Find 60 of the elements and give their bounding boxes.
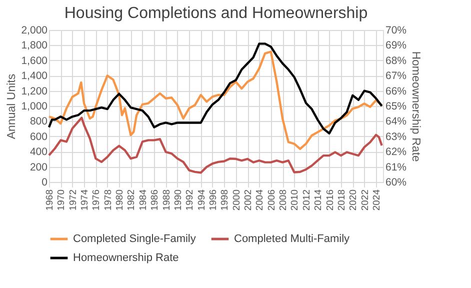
x-tick-label: 1994: [196, 190, 208, 211]
x-tick-label: 2008: [278, 190, 290, 211]
y2-tick-label: 68%: [386, 54, 407, 67]
y-tick-label: 0: [42, 176, 48, 188]
x-tick-label: 2024: [371, 190, 382, 211]
x-tick-label: 2022: [360, 190, 371, 211]
y2-axis-title: Homeownership Rate: [410, 51, 422, 162]
y-tick-label: 1,200: [21, 85, 48, 98]
y2-tick-label: 62%: [386, 146, 407, 158]
x-tick-label: 1972: [68, 190, 79, 211]
y2-tick-label: 65%: [386, 100, 407, 112]
legend-label: Completed Single-Family: [73, 233, 196, 245]
x-tick-label: 1970: [56, 190, 68, 211]
x-tick-label: 1984: [138, 190, 149, 211]
x-tick-label: 1978: [102, 190, 114, 211]
x-tick-label: 2010: [290, 190, 301, 211]
line-series: [48, 42, 383, 134]
x-tick-label: 2012: [301, 190, 312, 211]
x-tick-label: 2018: [336, 190, 348, 211]
x-tick-label: 1974: [80, 190, 91, 211]
y-tick-label: 400: [30, 146, 48, 158]
x-tick-label: 2000: [231, 190, 242, 211]
x-tick-label: 1988: [161, 190, 172, 211]
x-tick-label: 1986: [150, 190, 161, 211]
y2-tick-label: 63%: [386, 130, 407, 143]
x-tick-label: 2006: [266, 190, 278, 211]
chart-title: Housing Completions and Homeownership: [64, 5, 368, 22]
x-tick-label: 1980: [114, 190, 126, 211]
line-series: [48, 50, 383, 150]
x-tick-label: 1976: [91, 190, 102, 211]
y2-tick-label: 66%: [386, 85, 407, 98]
legend-label: Completed Multi-Family: [234, 233, 350, 245]
x-tick-label: 2002: [243, 190, 254, 211]
y-tick-label: 1,600: [21, 54, 48, 67]
y2-tick-label: 70%: [386, 24, 407, 36]
y-tick-label: 200: [30, 161, 48, 174]
y-tick-label: 1,000: [21, 100, 48, 112]
x-tick-label: 1982: [126, 190, 138, 211]
y-tick-label: 800: [30, 116, 48, 128]
legend-label: Homeownership Rate: [73, 252, 179, 264]
y-tick-label: 1,400: [21, 70, 48, 82]
x-tick-label: 2016: [324, 190, 336, 211]
y2-tick-label: 67%: [386, 70, 407, 82]
y-axis-title: Annual Units: [6, 74, 18, 140]
x-tick-label: 1992: [184, 190, 196, 211]
y-tick-label: 1,800: [21, 40, 48, 52]
x-tick-label: 1998: [220, 190, 231, 211]
y2-tick-label: 69%: [386, 40, 407, 52]
y2-tick-label: 64%: [386, 116, 407, 128]
x-tick-label: 2004: [254, 190, 266, 211]
y-tick-label: 600: [30, 130, 48, 143]
line-series: [48, 116, 383, 174]
x-tick-label: 2014: [313, 190, 324, 211]
x-tick-label: 1990: [172, 190, 184, 211]
x-tick-label: 2020: [348, 190, 360, 211]
y2-tick-label: 61%: [386, 161, 407, 174]
y2-tick-label: 60%: [386, 176, 407, 188]
y-tick-label: 2,000: [21, 24, 48, 36]
x-tick-label: 1996: [208, 190, 219, 211]
x-tick-label: 1968: [44, 190, 56, 211]
